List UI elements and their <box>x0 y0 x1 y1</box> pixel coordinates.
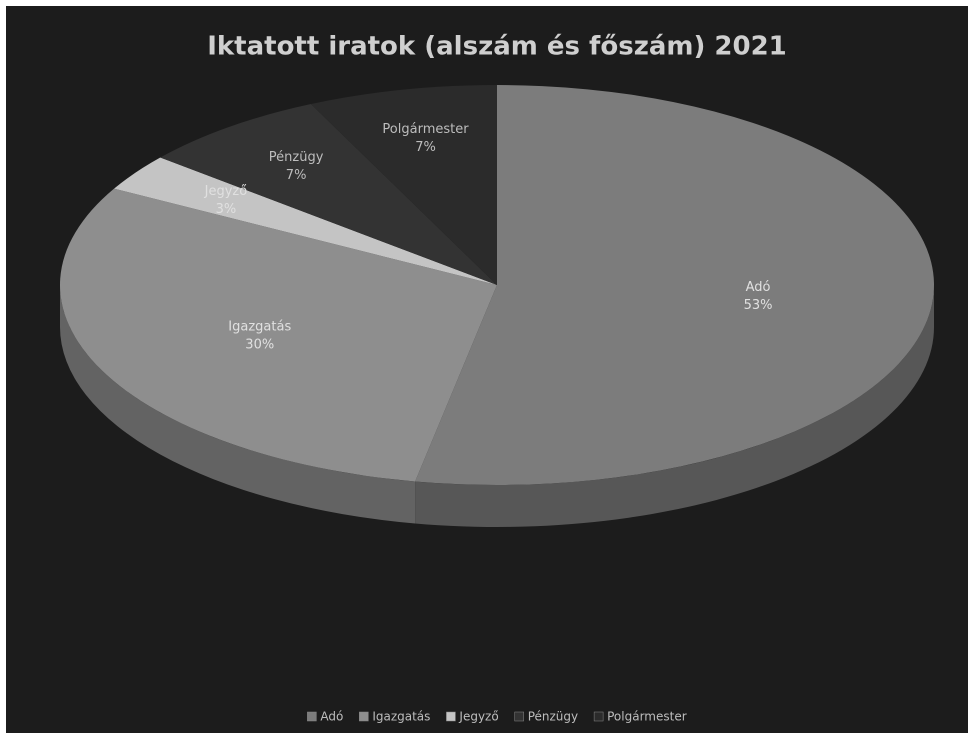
legend-label: Igazgatás <box>372 710 430 724</box>
legend-swatch <box>593 711 604 722</box>
data-label-value: 53% <box>744 298 773 313</box>
legend-swatch <box>359 711 369 722</box>
slice <box>60 188 497 482</box>
legend-swatch <box>514 711 524 722</box>
data-label-name: Igazgatás <box>228 320 291 335</box>
slice <box>415 85 935 485</box>
slice <box>160 104 497 285</box>
data-label-name: Adó <box>746 280 771 295</box>
data-label-value: 7% <box>286 168 307 183</box>
slice-side <box>415 285 934 527</box>
legend: Adó Igazgatás Jegyző Pénzügy Polgármester <box>307 710 687 724</box>
data-label-value: 3% <box>216 202 237 217</box>
legend-label: Adó <box>320 710 343 724</box>
legend-label: Polgármester <box>607 710 687 724</box>
legend-swatch <box>446 711 456 722</box>
chart-title: Iktatott iratok (alszám és főszám) 2021 <box>207 32 787 62</box>
data-label-value: 7% <box>415 140 436 155</box>
legend-label: Jegyző <box>458 710 498 724</box>
slice-side <box>60 285 416 524</box>
data-label-name: Jegyző <box>204 184 248 199</box>
slice <box>310 85 497 285</box>
data-label-name: Pénzügy <box>269 150 324 165</box>
data-label-name: Polgármester <box>382 122 469 137</box>
legend-swatch <box>307 711 317 722</box>
data-label-value: 30% <box>245 338 274 353</box>
legend-label: Pénzügy <box>528 710 578 724</box>
slice <box>114 157 497 285</box>
